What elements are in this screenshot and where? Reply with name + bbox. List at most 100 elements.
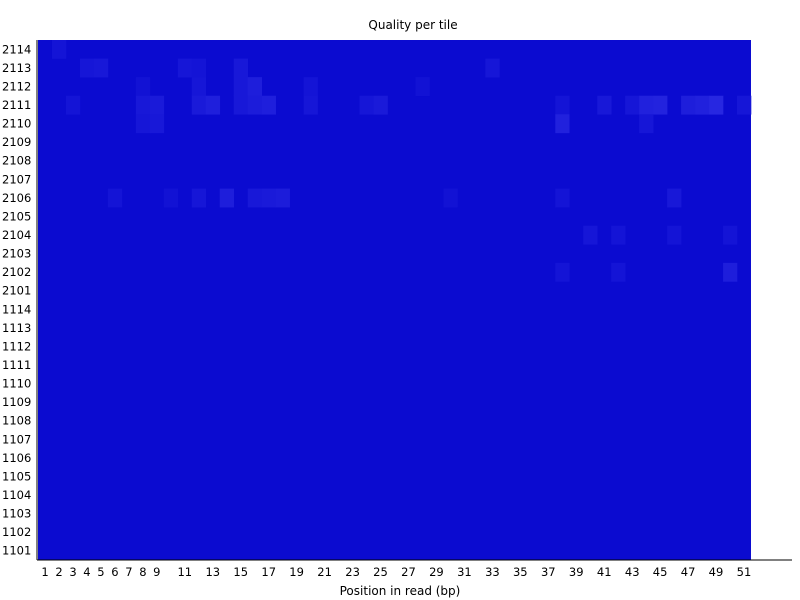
heatmap-cell xyxy=(262,189,276,208)
y-tick-label: 1104 xyxy=(2,488,31,502)
y-tick-label: 2105 xyxy=(2,209,31,223)
heatmap-cell xyxy=(248,189,262,208)
heatmap-cell xyxy=(206,96,220,115)
heatmap-cell xyxy=(276,189,290,208)
heatmap-cell xyxy=(136,96,150,115)
y-tick-label: 2114 xyxy=(2,42,31,56)
heatmap-cell xyxy=(220,189,234,208)
y-tick-label: 1102 xyxy=(2,525,31,539)
heatmap-cell xyxy=(555,263,569,282)
x-tick-label: 5 xyxy=(97,565,104,579)
x-tick-label: 8 xyxy=(139,565,146,579)
y-tick-label: 2102 xyxy=(2,265,31,279)
heatmap-cell xyxy=(443,189,457,208)
x-tick-label: 29 xyxy=(429,565,444,579)
y-tick-label: 2113 xyxy=(2,61,31,75)
x-tick-label: 23 xyxy=(345,565,360,579)
x-tick-label: 17 xyxy=(261,565,276,579)
heatmap-cell xyxy=(555,189,569,208)
x-tick-label: 51 xyxy=(737,565,752,579)
x-tick-label: 19 xyxy=(289,565,304,579)
y-tick-label: 2101 xyxy=(2,284,31,298)
heatmap-cell xyxy=(234,96,248,115)
x-axis-label: Position in read (bp) xyxy=(340,584,461,598)
heatmap-cell xyxy=(136,114,150,133)
y-tick-label: 1109 xyxy=(2,395,31,409)
heatmap-cell xyxy=(136,77,150,96)
x-tick-label: 37 xyxy=(541,565,556,579)
x-tick-label: 43 xyxy=(625,565,640,579)
y-tick-label: 2111 xyxy=(2,98,31,112)
x-tick-label: 31 xyxy=(457,565,472,579)
heatmap-cell xyxy=(723,226,737,245)
heatmap-cell xyxy=(415,77,429,96)
x-tick-label: 2 xyxy=(55,565,62,579)
x-tick-label: 35 xyxy=(513,565,528,579)
heatmap-cell xyxy=(723,263,737,282)
heatmap-cell xyxy=(150,96,164,115)
heatmap-cell xyxy=(192,189,206,208)
x-tick-label: 11 xyxy=(177,565,192,579)
y-tick-label: 1101 xyxy=(2,544,31,558)
y-tick-label: 1111 xyxy=(2,358,31,372)
y-tick-label: 1107 xyxy=(2,432,31,446)
heatmap-cell xyxy=(555,96,569,115)
heatmap-cell xyxy=(360,96,374,115)
y-tick-label: 2110 xyxy=(2,117,31,131)
heatmap-cell xyxy=(150,114,164,133)
heatmap-cell xyxy=(639,114,653,133)
y-tick-label: 2106 xyxy=(2,191,31,205)
heatmap-cell xyxy=(248,96,262,115)
y-tick-label: 2107 xyxy=(2,172,31,186)
heatmap-cell xyxy=(667,226,681,245)
heatmap-cell xyxy=(164,189,178,208)
x-tick-label: 21 xyxy=(317,565,332,579)
heatmap-cell xyxy=(597,96,611,115)
heatmap-cell xyxy=(695,96,709,115)
y-tick-label: 1106 xyxy=(2,451,31,465)
y-tick-label: 1112 xyxy=(2,339,31,353)
heatmap-cell xyxy=(52,40,66,59)
y-tick-label: 1108 xyxy=(2,414,31,428)
heatmap-cell xyxy=(611,226,625,245)
y-tick-label: 2108 xyxy=(2,154,31,168)
x-tick-label: 27 xyxy=(401,565,416,579)
heatmap-cell xyxy=(248,77,262,96)
heatmap-cell xyxy=(234,77,248,96)
chart-title: Quality per tile xyxy=(368,18,457,32)
heatmap-cell xyxy=(80,59,94,78)
x-tick-label: 25 xyxy=(373,565,388,579)
x-tick-label: 6 xyxy=(111,565,118,579)
heatmap-cell xyxy=(192,59,206,78)
x-tick-label: 3 xyxy=(69,565,76,579)
heatmap-cell xyxy=(583,226,597,245)
y-tick-label: 1114 xyxy=(2,302,31,316)
heatmap-cell xyxy=(653,96,667,115)
heatmap-cell xyxy=(485,59,499,78)
heatmap-cell xyxy=(374,96,388,115)
y-tick-label: 2104 xyxy=(2,228,31,242)
y-tick-label: 1103 xyxy=(2,507,31,521)
y-tick-label: 1110 xyxy=(2,377,31,391)
x-tick-label: 4 xyxy=(83,565,90,579)
heatmap-cell xyxy=(304,77,318,96)
heatmap-cell xyxy=(737,96,751,115)
heatmap-cell xyxy=(625,96,639,115)
y-tick-label: 2109 xyxy=(2,135,31,149)
heatmap-cells xyxy=(38,40,751,560)
x-tick-label: 49 xyxy=(709,565,724,579)
heatmap-cell xyxy=(178,59,192,78)
heatmap-cell xyxy=(681,96,695,115)
x-tick-label: 15 xyxy=(233,565,248,579)
heatmap-cell xyxy=(94,59,108,78)
y-tick-label: 1113 xyxy=(2,321,31,335)
x-tick-label: 33 xyxy=(485,565,500,579)
x-tick-label: 13 xyxy=(205,565,220,579)
x-tick-label: 45 xyxy=(653,565,668,579)
heatmap-cell xyxy=(667,189,681,208)
heatmap-cell xyxy=(234,59,248,78)
x-tick-label: 39 xyxy=(569,565,584,579)
heatmap-cell xyxy=(555,114,569,133)
x-tick-label: 1 xyxy=(41,565,48,579)
